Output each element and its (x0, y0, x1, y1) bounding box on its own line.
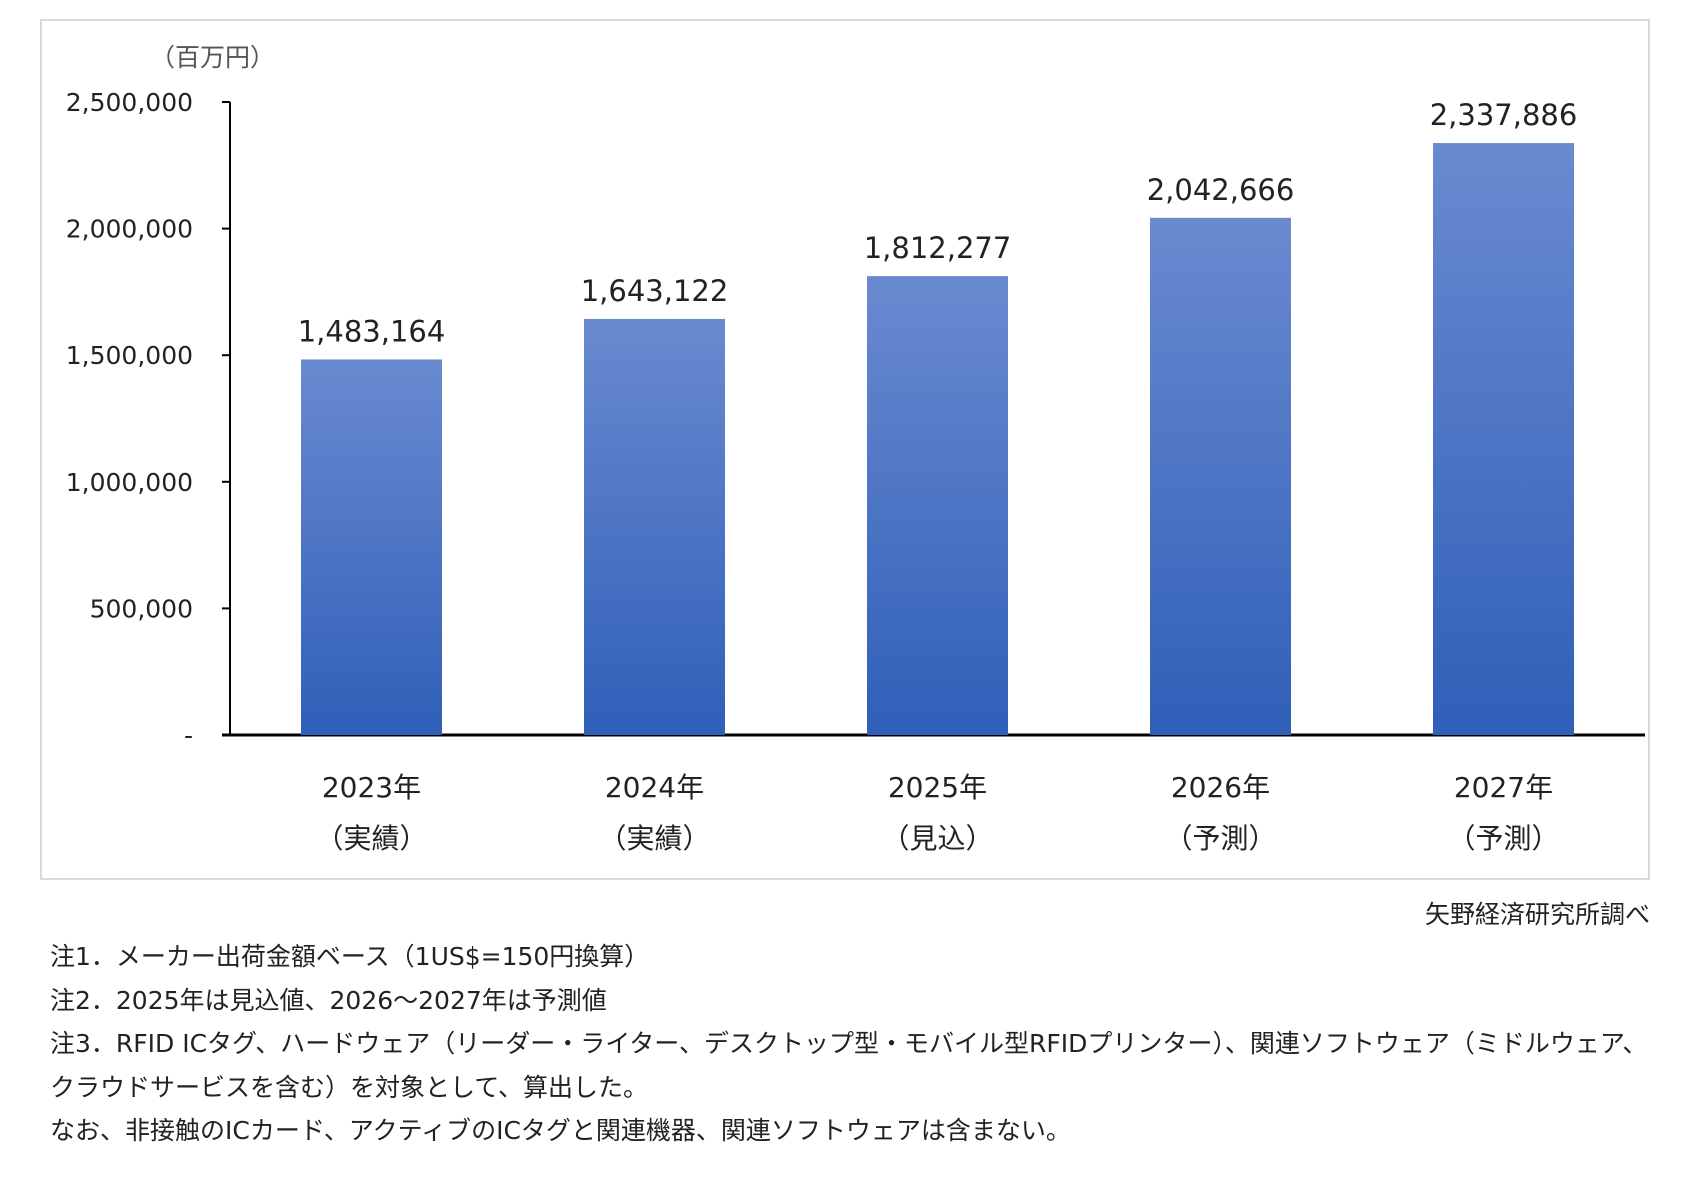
data-label: 1,812,277 (864, 231, 1012, 265)
x-tick-label-status: （予測） (1447, 822, 1559, 855)
x-tick-label-year: 2023年 (322, 771, 421, 804)
bar-chart: - 500,000 1,000,000 1,500,000 2,000,000 2,500… (66, 88, 1645, 855)
x-tick-label-year: 2026年 (1171, 771, 1270, 804)
note-3-continued: クラウドサービスを含む）を対象として、算出した。 (50, 1072, 649, 1102)
y-tick-label: - (184, 721, 193, 750)
data-label: 1,643,122 (581, 274, 729, 308)
note-2: 注2．2025年は見込値、2026～2027年は予測値 (50, 985, 607, 1015)
y-tick-label: 2,000,000 (66, 215, 193, 244)
note-3: 注3．RFID ICタグ、ハードウェア（リーダー・ライター、デスクトップ型・モバ… (50, 1029, 1648, 1058)
chart-frame (40, 19, 1650, 880)
x-tick-label-year: 2027年 (1454, 771, 1553, 804)
y-tick-label: 1,500,000 (66, 341, 193, 370)
notes: 注1．メーカー出荷金額ベース（1US$=150円換算） 注2．2025年は見込値… (50, 935, 1647, 1153)
data-label: 2,042,666 (1147, 173, 1295, 207)
x-tick-label-status: （見込） (881, 822, 993, 855)
bar-2027年 (1433, 143, 1574, 736)
source-credit: 矢野経済研究所調べ (1424, 900, 1650, 929)
bar-2026年 (1150, 217, 1291, 735)
y-tick-label: 1,000,000 (66, 468, 193, 497)
x-tick-label-year: 2025年 (888, 771, 987, 804)
data-label: 2,337,886 (1430, 98, 1578, 132)
data-label: 1,483,164 (298, 314, 446, 348)
y-tick-label: 2,500,000 (66, 88, 193, 117)
bar-2025年 (867, 276, 1008, 735)
note-exclusions: なお、非接触のICカード、アクティブのICタグと関連機器、関連ソフトウェアは含ま… (50, 1116, 1071, 1145)
x-tick-label-status: （実績） (315, 822, 427, 855)
x-tick-label-year: 2024年 (605, 771, 704, 804)
y-axis-unit-label: （百万円） (150, 43, 276, 72)
note-1: 注1．メーカー出荷金額ベース（1US$=150円換算） (50, 942, 650, 971)
x-tick-label-status: （予測） (1164, 822, 1276, 855)
bar-2023年 (301, 359, 442, 735)
bar-2024年 (584, 318, 725, 735)
x-tick-label-status: （実績） (598, 822, 710, 855)
y-tick-label: 500,000 (90, 594, 193, 623)
